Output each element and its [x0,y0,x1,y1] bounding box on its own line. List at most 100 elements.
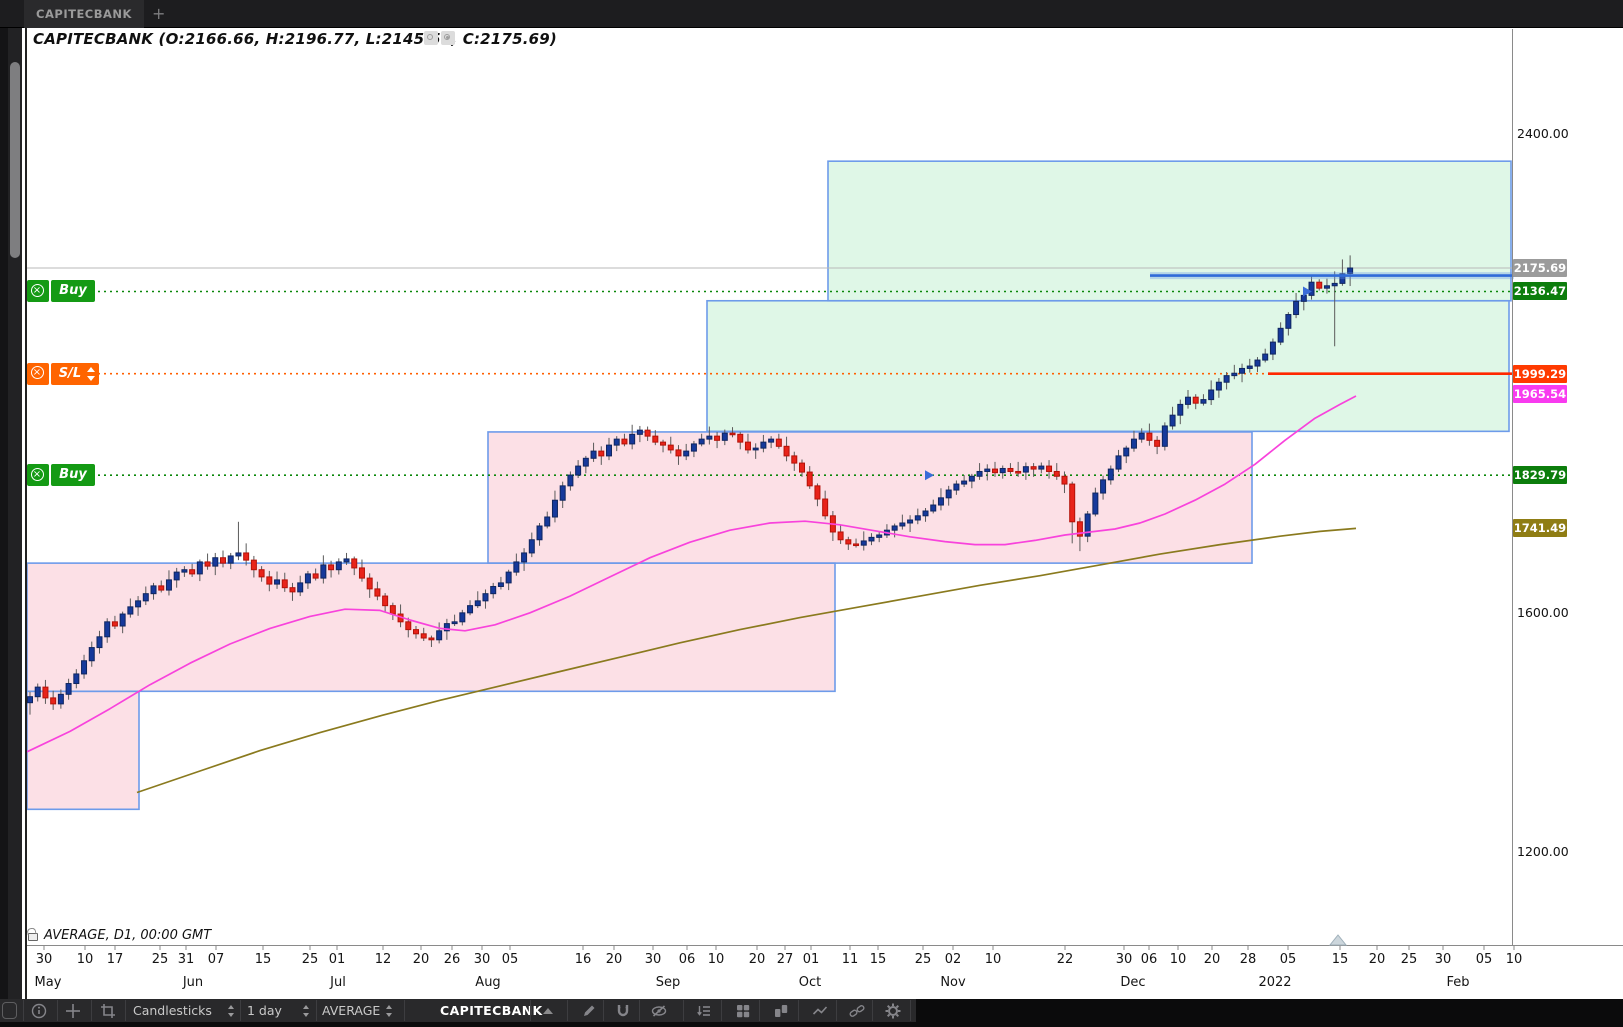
sorted-list-icon[interactable] [695,1002,713,1020]
crosshair-icon[interactable] [64,1002,82,1020]
link-icon[interactable] [848,1002,866,1020]
candle-body [119,613,126,627]
candle-body [1061,475,1068,485]
candle-body [1239,367,1246,374]
date-label: 30 [1115,952,1133,967]
date-label: 20 [748,952,766,967]
zone-rect-pink-1[interactable] [26,562,836,693]
target-icon[interactable] [424,31,438,45]
candle-body [706,435,713,440]
candle-body [497,582,504,587]
candle-body [389,605,396,615]
candle-body [351,558,358,569]
zigzag-icon[interactable] [811,1002,829,1020]
date-label: 20 [1203,952,1221,967]
toolbar-separator [91,1000,92,1021]
candle-body [822,498,829,517]
candle-body [799,462,805,473]
timeframe-select-arrows[interactable] [303,1005,310,1017]
candle-body [636,429,643,435]
eye-off-icon[interactable] [650,1002,668,1020]
unlock-icon[interactable] [28,933,38,941]
candle-body [644,429,651,437]
month-label: 2022 [1258,975,1292,990]
close-order-button-buy-bottom[interactable]: × [27,464,49,487]
left-scroll-track [8,28,22,999]
candle-body [1223,375,1230,383]
date-label: 05 [1279,952,1297,967]
date-label: 25 [914,952,932,967]
candle-body [73,673,80,685]
zone-rect-green-4[interactable] [827,160,1512,302]
date-label: 20 [1368,952,1386,967]
order-button-stop-loss[interactable]: S/L [51,362,99,385]
candle-body [1316,281,1323,289]
date-label: 25 [1400,952,1418,967]
candle-body [1084,513,1091,537]
candle-body [204,561,211,567]
date-label: 17 [106,952,124,967]
chart-type-select[interactable]: Candlesticks [133,1003,212,1018]
magnet-icon[interactable] [614,1002,632,1020]
indicator-select-arrows[interactable] [386,1005,393,1017]
symbol-button[interactable]: CAPITECBANK [440,1003,543,1018]
candle-body [536,525,543,541]
order-button-buy-bottom[interactable]: Buy [51,464,95,487]
candle-body [976,470,983,477]
zone-rect-green-3[interactable] [706,299,1510,433]
candle-body [34,686,41,698]
candle-body [629,433,636,445]
toolbar-separator [57,1000,58,1021]
candle-body [1146,432,1153,441]
entry-marker-icon [925,470,934,481]
left-scrollbar-thumb[interactable] [10,62,20,258]
candle-body [575,465,582,476]
chart-left-border [25,28,27,999]
close-order-button-buy-top[interactable]: × [27,280,49,303]
indicator-select[interactable]: AVERAGE [322,1003,381,1018]
zone-rect-pink-0[interactable] [26,690,140,811]
candle-body [173,571,180,581]
arrow-down-icon[interactable] [87,375,95,381]
gear-icon[interactable] [441,31,455,45]
date-label: 10 [1505,952,1523,967]
date-label: 06 [678,952,696,967]
candle-body [1231,372,1238,377]
toolbar-separator [23,1000,24,1021]
grid-icon[interactable] [734,1002,752,1020]
close-icon: × [30,366,44,380]
candle-body [814,485,821,500]
chart-type-select-arrows[interactable] [228,1005,235,1017]
toolbar-separator [910,1000,911,1021]
crop-icon[interactable] [99,1002,117,1020]
toolbar-separator [404,1000,405,1021]
pencil-icon[interactable] [580,1002,598,1020]
chevron-up-icon[interactable] [543,1008,553,1014]
info-icon[interactable] [30,1002,48,1020]
order-button-buy-top[interactable]: Buy [51,280,95,303]
candle-body [853,543,860,547]
new-tab-button[interactable]: + [152,4,166,23]
month-label: Oct [798,975,822,990]
timeframe-select[interactable]: 1 day [247,1003,282,1018]
date-label: 20 [412,952,430,967]
collapse-corner-button[interactable] [2,1002,17,1019]
candle-body [258,569,265,578]
gear-icon[interactable] [884,1002,902,1020]
bottom-toolbar-inner: Candlesticks 1 day AVERAGE CAPITECBANK [0,999,916,1022]
candle-body [181,569,188,573]
candle-body [714,435,721,441]
tab-capitecbank[interactable]: CAPITECBANK [24,0,144,28]
objects-icon[interactable] [772,1002,790,1020]
order-adjust-arrows[interactable] [87,366,95,381]
left-rail [0,28,8,999]
date-label: 06 [1140,952,1158,967]
candle-body [1100,479,1107,494]
ma-fast-line [26,395,1357,753]
candle-body [1015,470,1022,474]
toolbar-separator [759,1000,760,1021]
arrow-up-icon[interactable] [87,366,95,372]
date-label: 15 [869,952,887,967]
close-order-button-stop-loss[interactable]: × [27,362,49,385]
